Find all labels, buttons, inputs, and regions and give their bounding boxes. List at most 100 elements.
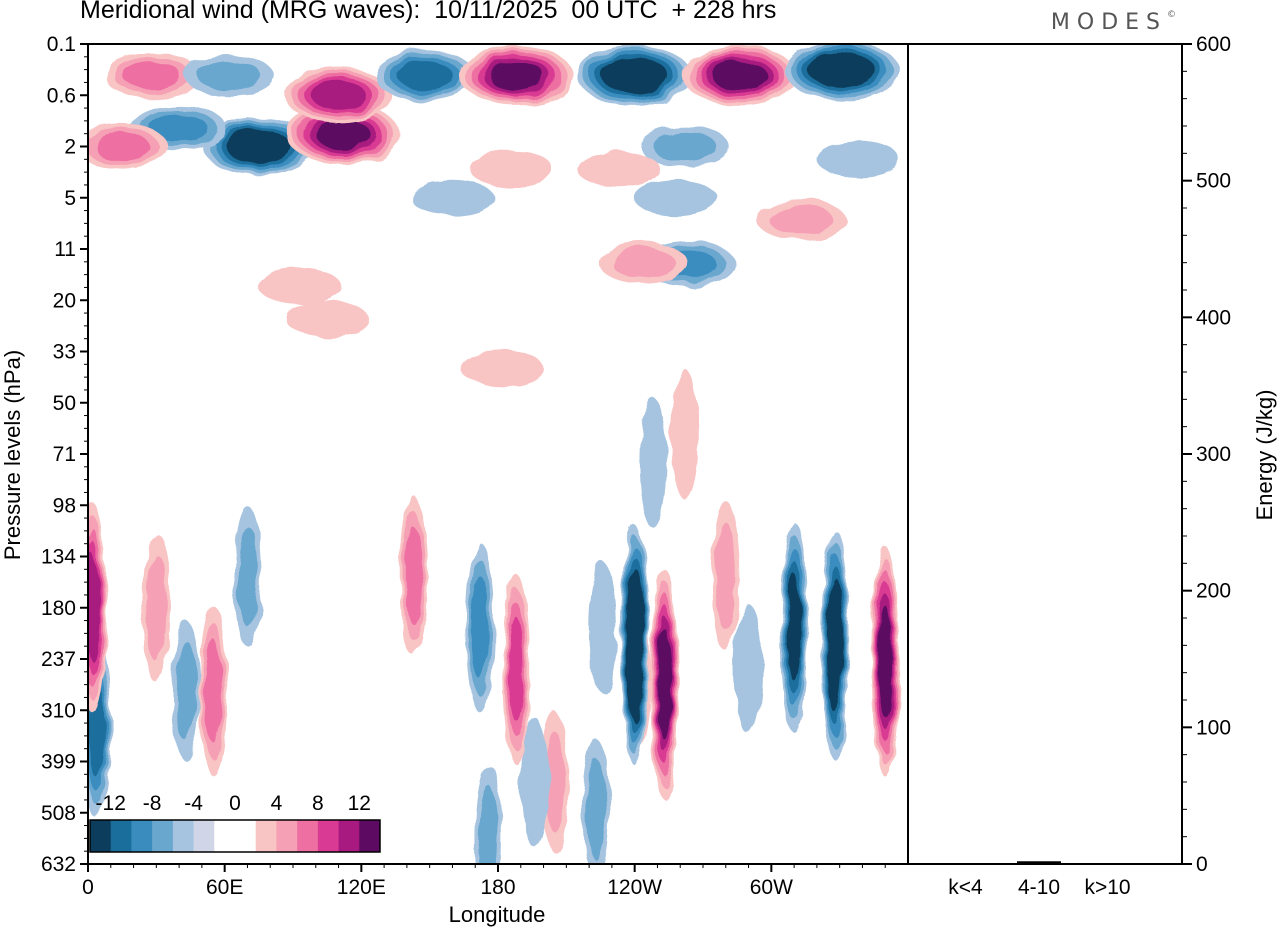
energy-tick-label: 300 — [1196, 443, 1231, 466]
colorbar-swatch — [193, 820, 215, 852]
colorbar-swatch — [297, 820, 319, 852]
colorbar-swatch — [172, 820, 195, 852]
colorbar-frame — [89, 819, 381, 853]
colorbar-swatch — [214, 820, 236, 852]
contour-region — [508, 617, 524, 722]
x-tick-label: 60W — [750, 876, 793, 899]
colorbar-label: 8 — [312, 792, 324, 815]
y-tick-label: 33 — [53, 341, 76, 364]
contour-region — [828, 589, 842, 701]
energy-category-label: k<4 — [948, 876, 983, 899]
contour-region — [628, 589, 642, 702]
contour-region — [315, 119, 371, 149]
colorbar-swatch — [276, 820, 298, 852]
colorbar-label: 12 — [348, 792, 371, 815]
y-tick-label: 0.6 — [47, 84, 76, 107]
colorbar-label: -8 — [143, 792, 162, 815]
colorbar-label: 4 — [271, 792, 283, 815]
y-tick-label: 310 — [41, 699, 76, 722]
contour-region — [232, 132, 286, 161]
contour-region — [544, 732, 565, 833]
contour-region — [652, 131, 717, 162]
energy-bar — [1017, 861, 1061, 864]
page-title: Meridional wind (MRG waves): 10/11/2025 … — [80, 0, 777, 24]
energy-tick-label: 200 — [1196, 580, 1231, 603]
contour-region — [488, 60, 544, 90]
contour-region — [146, 553, 167, 662]
y-tick-label: 50 — [53, 392, 76, 415]
contour-region — [470, 151, 554, 188]
brand-text: MODES — [1050, 10, 1167, 35]
contour-region — [634, 179, 718, 216]
x-tick-label: 60E — [206, 876, 243, 899]
contour-region — [471, 575, 489, 679]
contour-region — [94, 133, 151, 160]
colorbar-swatch — [255, 820, 277, 852]
contour-region — [638, 397, 667, 528]
contour-region — [878, 605, 892, 718]
y-tick-label: 632 — [41, 853, 76, 876]
y-tick-label: 20 — [53, 289, 76, 312]
colorbar-swatch — [235, 820, 257, 852]
colorbar-swatch — [317, 820, 340, 852]
contour-region — [588, 562, 617, 693]
contour-region — [258, 268, 342, 305]
contour-region — [122, 61, 181, 90]
contour-region — [204, 639, 222, 743]
energy-tick-label: 600 — [1196, 33, 1231, 56]
contour-region — [397, 61, 453, 90]
contour-region — [411, 179, 494, 216]
energy-tick-label: 500 — [1196, 170, 1231, 193]
contour-region — [814, 55, 870, 85]
x-tick-label: 120E — [337, 876, 386, 899]
contour-region — [715, 522, 736, 630]
y-tick-label: 508 — [41, 802, 76, 825]
y-tick-label: 180 — [41, 597, 76, 620]
contour-region — [175, 640, 196, 742]
energy-bar — [1085, 863, 1130, 865]
contour-region — [734, 604, 763, 735]
colorbar-swatch — [359, 820, 381, 852]
contour-region — [237, 525, 258, 627]
energy-tick-label: 400 — [1196, 306, 1231, 329]
contour-region — [197, 60, 262, 91]
y-axis-title: Pressure levels (hPa) — [0, 350, 25, 560]
colorbar-swatch — [152, 820, 174, 852]
contour-region — [150, 114, 208, 142]
brand-mark: © — [1167, 10, 1176, 20]
contour-region — [769, 204, 833, 235]
y-tick-label: 399 — [41, 751, 76, 774]
energy-tick-label: 100 — [1196, 716, 1231, 739]
brand-logo: MODES© — [1051, 10, 1176, 35]
y-tick-label: 237 — [41, 648, 76, 671]
contour-region — [670, 369, 699, 500]
contour-region — [285, 300, 369, 337]
y-tick-label: 98 — [53, 494, 76, 517]
contour-region — [405, 527, 423, 625]
colorbar-swatch — [110, 820, 132, 852]
x-tick-label: 180 — [480, 876, 515, 899]
heatmap-field — [88, 44, 900, 864]
energy-tick-label: 0 — [1196, 853, 1208, 876]
y-tick-label: 0.1 — [47, 33, 76, 56]
contour-region — [816, 140, 900, 177]
x-tick-label: 0 — [82, 876, 94, 899]
colorbar-label: 0 — [229, 792, 241, 815]
colorbar-swatch — [131, 820, 153, 852]
contour-region — [577, 151, 661, 188]
x-axis-title: Longitude — [449, 902, 546, 927]
heatmap-frame — [87, 43, 909, 865]
contour-region — [657, 628, 672, 740]
energy-category-label: k>10 — [1084, 876, 1130, 899]
y-tick-label: 11 — [54, 238, 76, 261]
heatmap-axes: 0.1 0.6 2 5 11 20 33 50 71 98 134 180 237 310 399 508 63… — [41, 33, 886, 899]
energy-bar — [943, 863, 988, 865]
contour-region — [88, 554, 100, 662]
colorbar-label: -12 — [96, 792, 126, 815]
colorbar: -12 -8 -4 0 4 8 12 — [89, 792, 381, 853]
energy-category-label: 4-10 — [1018, 876, 1060, 899]
contour-region — [585, 759, 606, 860]
y-tick-label: 71 — [53, 443, 76, 466]
contour-region — [311, 81, 366, 110]
